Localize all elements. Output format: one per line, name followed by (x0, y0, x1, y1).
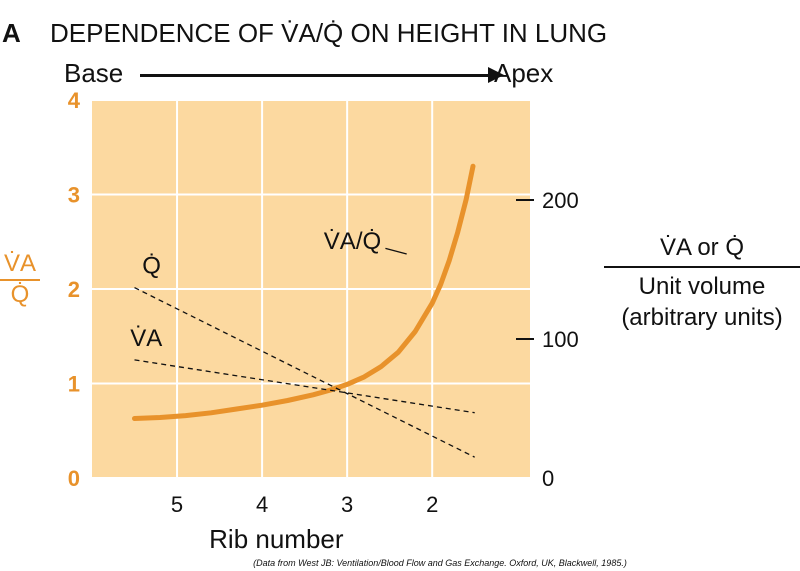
left-y-tick-label: 4 (68, 88, 81, 113)
x-tick-label: 2 (426, 492, 438, 517)
series-annotation-label: V̇A/Q̇ (324, 227, 381, 255)
left-axis-label-numerator: V̇A (3, 250, 36, 277)
right-axis-label: V̇A or Q̇ Unit volume (arbitrary units) (604, 232, 800, 334)
x-tick-label: 5 (171, 492, 183, 517)
left-y-tick-label: 0 (68, 466, 80, 491)
left-y-tick-label: 2 (68, 277, 80, 302)
right-axis-label-line2: Unit volume (638, 273, 766, 301)
right-axis-label-line3: (arbitrary units) (621, 304, 783, 332)
direction-apex-label: Apex (494, 58, 554, 88)
right-axis-fraction-bar (604, 266, 800, 269)
panel-letter: A (2, 18, 21, 48)
left-y-tick-label: 3 (68, 183, 80, 208)
right-axis-label-numerator: V̇A or Q̇ (659, 234, 745, 261)
source-note: (Data from West JB: Ventilation/Blood Fl… (253, 558, 627, 568)
series-annotation-label: V̇A (130, 324, 162, 352)
left-axis-label: V̇A Q̇ (0, 252, 40, 307)
x-tick-label: 3 (341, 492, 353, 517)
x-axis-label: Rib number (209, 524, 344, 554)
series-line-0 (132, 163, 476, 421)
right-y-tick-label: 100 (542, 327, 579, 352)
left-axis-fraction-bar (0, 279, 40, 281)
direction-arrow (140, 67, 504, 83)
left-y-tick-label: 1 (68, 372, 80, 397)
right-y-tick-label: 200 (542, 188, 579, 213)
x-tick-label: 4 (256, 492, 268, 517)
right-y-tick-label: 0 (542, 466, 554, 491)
left-axis-label-denominator: Q̇ (10, 281, 30, 308)
direction-base-label: Base (64, 58, 124, 88)
series-line-1 (134, 287, 475, 458)
series-annotation-label: Q̇ (142, 252, 161, 280)
annotation-leader-line (385, 247, 407, 255)
chart-title: DEPENDENCE OF V̇A/Q̇ ON HEIGHT IN LUNG (50, 18, 608, 48)
series-line-2 (134, 359, 475, 414)
